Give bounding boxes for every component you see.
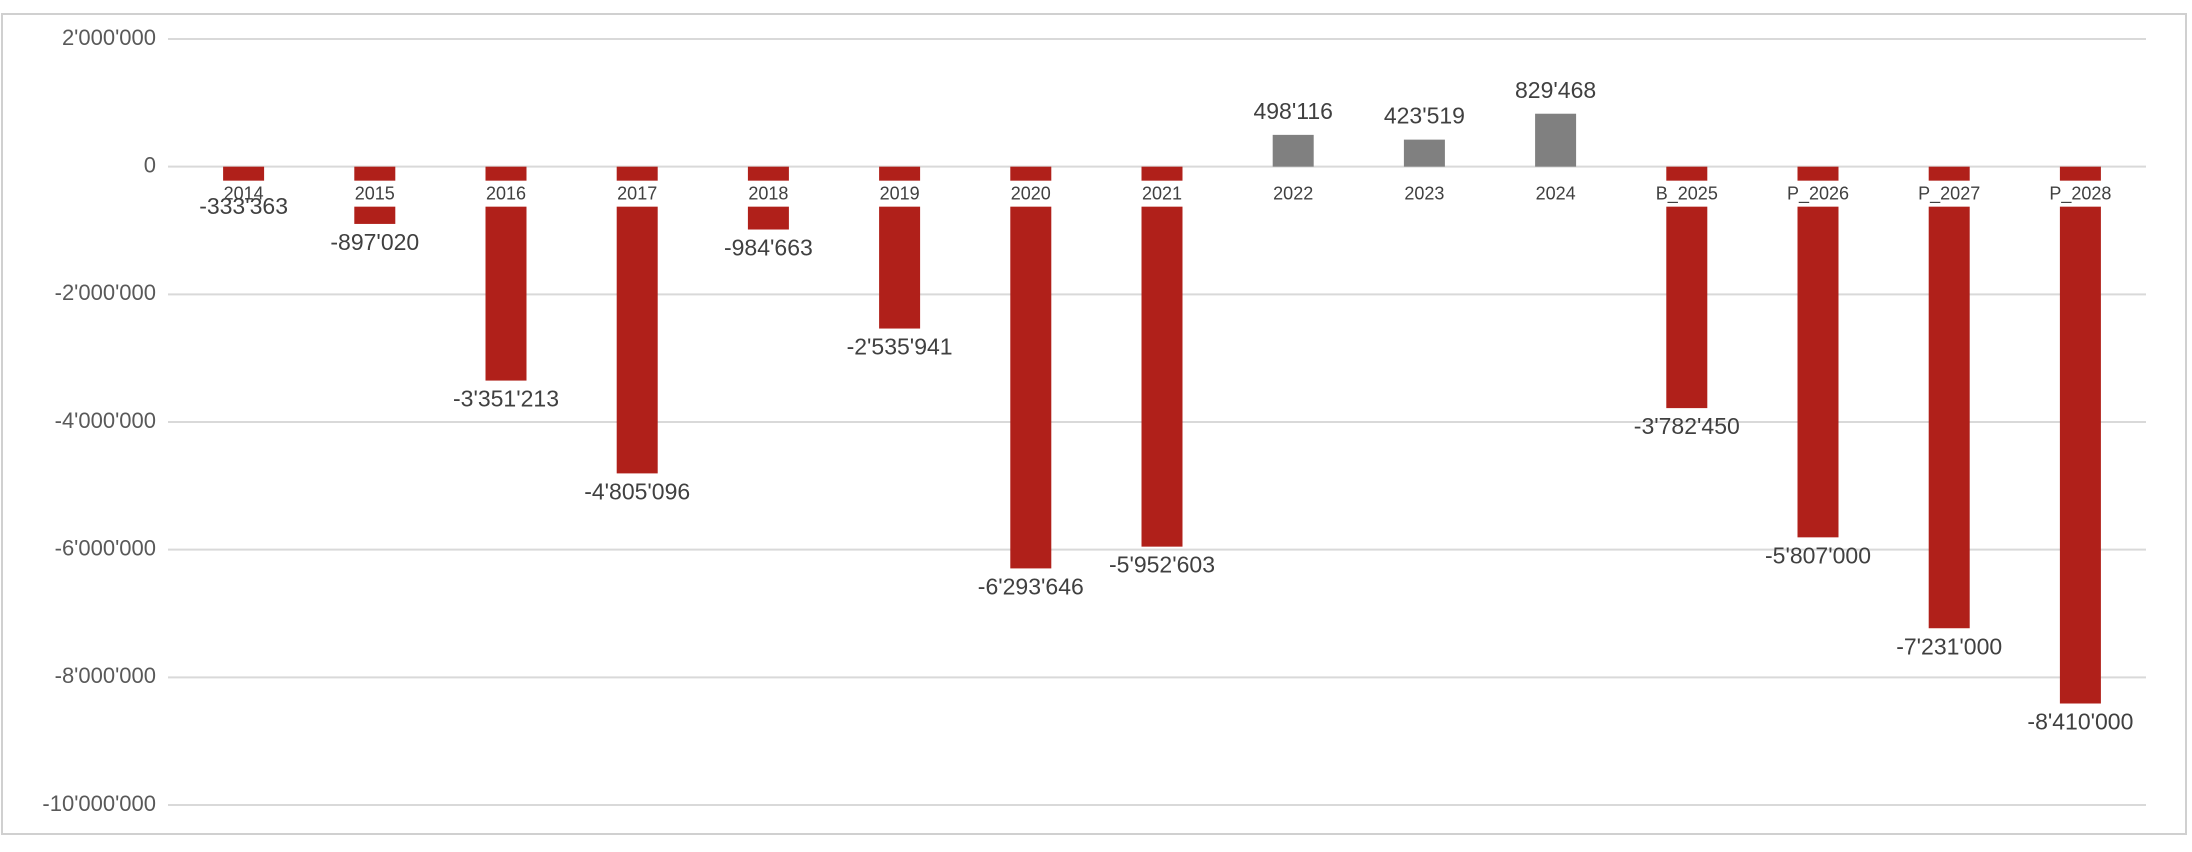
x-tick-label: P_2028 <box>2049 183 2111 204</box>
bar <box>1666 166 1708 409</box>
bar <box>1272 134 1314 167</box>
category-label-background <box>1780 180 1856 207</box>
data-label: -4'805'096 <box>584 478 690 504</box>
y-tick-label: -10'000'000 <box>42 791 156 816</box>
y-tick-label: -8'000'000 <box>55 663 156 688</box>
data-label: -984'663 <box>724 235 813 261</box>
x-tick-label: 2021 <box>1142 183 1182 203</box>
bar <box>1535 113 1577 167</box>
category-label-background <box>2042 180 2119 207</box>
bar <box>1141 166 1183 547</box>
category-label-background <box>1648 180 1725 207</box>
data-label: -897'020 <box>330 229 419 255</box>
data-label: -333'363 <box>199 193 288 219</box>
y-tick-label: -2'000'000 <box>55 280 156 305</box>
bar <box>1928 166 1970 629</box>
bar <box>616 166 658 474</box>
bar <box>1403 139 1445 167</box>
bar <box>1010 166 1052 569</box>
data-label: -6'293'646 <box>978 573 1084 599</box>
x-tick-label: 2016 <box>486 183 526 203</box>
category-label-background <box>730 180 807 207</box>
data-label: 829'468 <box>1515 77 1596 103</box>
data-label: -7'231'000 <box>1896 633 2002 659</box>
x-tick-label: 2020 <box>1011 183 1051 203</box>
x-tick-label: 2023 <box>1404 183 1444 203</box>
y-tick-label: 0 <box>144 152 156 177</box>
x-tick-label: 2019 <box>880 183 920 203</box>
category-label-background <box>1911 180 1988 207</box>
x-tick-label: 2024 <box>1536 183 1576 203</box>
category-label-background <box>1124 180 1200 207</box>
y-tick-label: -4'000'000 <box>55 408 156 433</box>
category-label-background <box>861 180 938 207</box>
category-label-background <box>1386 180 1463 207</box>
y-tick-label: -6'000'000 <box>55 535 156 560</box>
bar <box>2059 166 2101 704</box>
y-tick-label: 2'000'000 <box>62 25 156 50</box>
chart-border <box>1 13 2187 835</box>
category-label-background <box>1255 180 1332 207</box>
x-tick-label: 2014 <box>224 183 264 203</box>
x-tick-label: 2015 <box>355 183 395 203</box>
category-label-background <box>1517 180 1594 207</box>
data-label: -5'952'603 <box>1109 552 1215 578</box>
data-label: -8'410'000 <box>2027 709 2133 735</box>
data-label: 423'519 <box>1384 103 1465 129</box>
data-label: -3'351'213 <box>453 386 559 412</box>
data-label: -2'535'941 <box>847 334 953 360</box>
x-tick-label: 2017 <box>617 183 657 203</box>
data-label: 498'116 <box>1253 98 1332 124</box>
x-tick-label: B_2025 <box>1656 183 1718 204</box>
x-tick-label: P_2027 <box>1918 183 1980 204</box>
x-tick-label: 2022 <box>1273 183 1313 203</box>
x-tick-label: P_2026 <box>1787 183 1849 204</box>
category-label-background <box>336 180 413 207</box>
category-label-background <box>599 180 676 207</box>
category-label-background <box>205 180 282 207</box>
category-label-background <box>992 180 1069 207</box>
data-label: -3'782'450 <box>1634 413 1740 439</box>
x-tick-label: 2018 <box>748 183 788 203</box>
data-label: -5'807'000 <box>1765 542 1871 568</box>
category-label-background <box>468 180 544 207</box>
bar <box>1797 166 1839 538</box>
